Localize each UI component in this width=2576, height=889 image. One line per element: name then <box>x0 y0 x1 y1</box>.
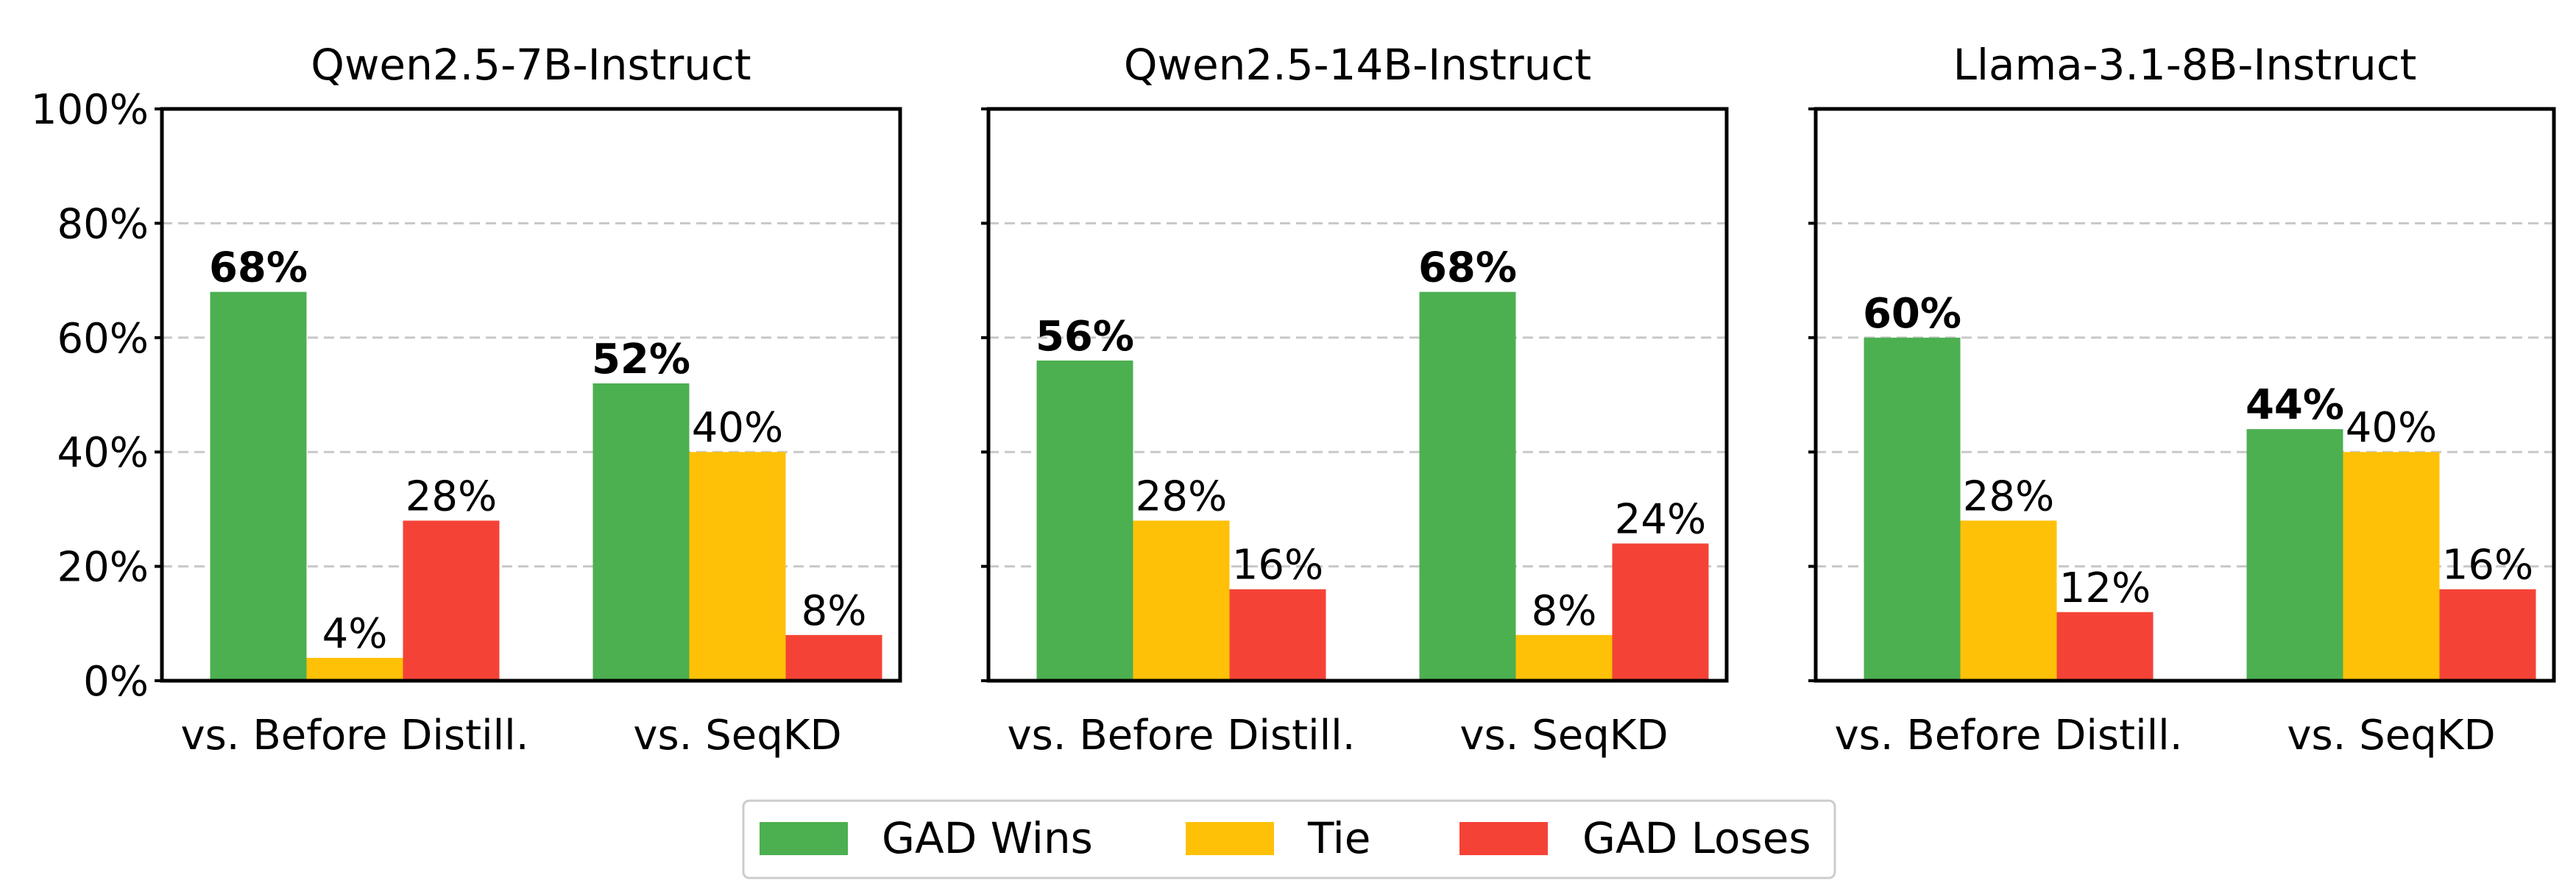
panel-title: Qwen2.5-7B-Instruct <box>311 40 751 90</box>
data-label: 8% <box>1532 587 1597 635</box>
data-label: 68% <box>1418 244 1517 292</box>
data-label: 16% <box>1232 542 1323 589</box>
legend-box <box>742 799 1836 879</box>
bar-gad-wins <box>1036 360 1133 681</box>
legend-swatch-gad-loses <box>1459 822 1548 855</box>
data-label: 60% <box>1863 290 1961 338</box>
data-label: 28% <box>406 472 497 520</box>
bar-tie <box>306 657 403 681</box>
panel-title: Qwen2.5-14B-Instruct <box>1124 40 1591 90</box>
bar-gad-loses <box>1612 543 1709 681</box>
y-tick-label: 60% <box>57 315 149 363</box>
bar-gad-wins <box>2246 429 2343 681</box>
bar-tie <box>1960 520 2057 681</box>
legend-label: Tie <box>1307 813 1370 863</box>
y-tick-label: 40% <box>57 429 149 477</box>
data-label: 4% <box>322 610 388 658</box>
bar-gad-loses <box>1229 589 1326 681</box>
y-tick-label: 100% <box>31 86 149 134</box>
bar-gad-wins <box>1864 337 1961 681</box>
bar-gad-loses <box>2439 589 2536 681</box>
x-tick-label: vs. SeqKD <box>1459 712 1668 759</box>
panel-title: Llama-3.1-8B-Instruct <box>1953 40 2417 90</box>
bar-gad-loses <box>2056 612 2154 681</box>
x-tick-label: vs. Before Distill. <box>1007 712 1355 759</box>
data-label: 40% <box>2346 404 2437 452</box>
data-label: 68% <box>209 244 308 292</box>
data-label: 16% <box>2442 542 2533 589</box>
plot-frame <box>1814 107 2556 683</box>
bar-tie <box>1133 520 1230 681</box>
bar-tie <box>689 452 786 681</box>
x-tick-label: vs. SeqKD <box>2287 712 2495 759</box>
y-tick-label: 20% <box>57 544 149 592</box>
legend-label: GAD Wins <box>882 813 1093 863</box>
plot-frame <box>986 107 1729 683</box>
bar-tie <box>2343 452 2440 681</box>
x-tick-label: vs. SeqKD <box>633 712 841 759</box>
legend-swatch-tie <box>1186 822 1274 855</box>
x-tick-label: vs. Before Distill. <box>180 712 528 759</box>
data-label: 28% <box>1963 472 2054 520</box>
y-tick-label: 0% <box>83 658 149 706</box>
data-label: 52% <box>592 336 690 383</box>
bar-gad-loses <box>403 520 500 681</box>
data-label: 44% <box>2246 381 2344 429</box>
data-label: 28% <box>1136 472 1227 520</box>
bar-gad-wins <box>210 291 307 681</box>
data-label: 40% <box>692 404 783 452</box>
bar-gad-wins <box>1419 291 1516 681</box>
bar-tie <box>1515 634 1613 681</box>
bar-gad-wins <box>592 383 690 681</box>
x-tick-label: vs. Before Distill. <box>1834 712 2182 759</box>
data-label: 24% <box>1615 496 1706 544</box>
y-tick-label: 80% <box>57 200 149 248</box>
data-label: 56% <box>1036 313 1134 361</box>
data-label: 12% <box>2059 564 2151 612</box>
legend-swatch-gad-wins <box>760 822 848 855</box>
legend-label: GAD Loses <box>1582 813 1811 863</box>
bar-gad-loses <box>785 634 882 681</box>
data-label: 8% <box>802 587 867 635</box>
plot-frame <box>160 107 902 683</box>
